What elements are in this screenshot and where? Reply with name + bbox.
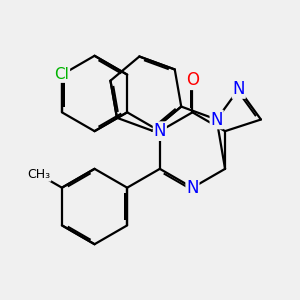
Text: Cl: Cl (55, 67, 69, 82)
Text: CH₃: CH₃ (28, 168, 51, 181)
Text: N: N (232, 80, 245, 98)
Text: N: N (154, 122, 166, 140)
Text: N: N (210, 110, 223, 128)
Text: O: O (186, 71, 199, 89)
Text: N: N (186, 179, 199, 197)
